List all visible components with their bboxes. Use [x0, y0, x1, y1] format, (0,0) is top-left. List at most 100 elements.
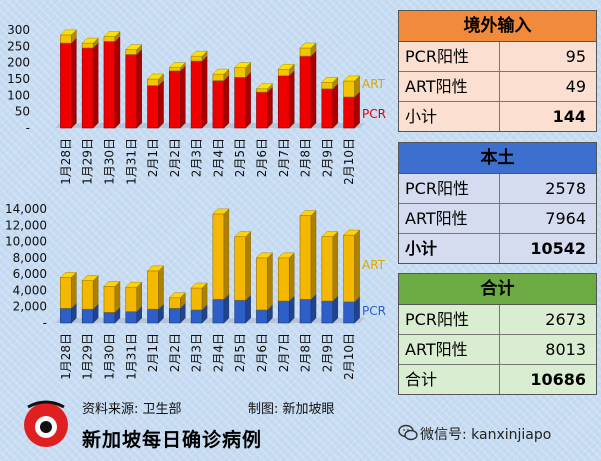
- x-category-label: 2月8日: [299, 138, 313, 177]
- bar-pcr-0: [60, 37, 77, 129]
- bar-pcr-2: [103, 35, 121, 129]
- bar-art-4: [147, 73, 165, 87]
- row-value: 2673: [545, 310, 586, 329]
- bar-art-12: [321, 231, 339, 302]
- y-tick-label: 10,000: [5, 235, 47, 249]
- x-category-label: 2月5日: [233, 333, 247, 372]
- overseas-table-title: 境外输入: [399, 11, 596, 42]
- x-category-label: 1月28日: [59, 333, 73, 380]
- row-value: 144: [552, 107, 586, 126]
- bar-pcr-5: [169, 65, 186, 129]
- bar-pcr-4: [147, 80, 164, 129]
- row-value: 8013: [545, 340, 586, 359]
- bar-art-7: [212, 68, 230, 82]
- x-category-label: 1月28日: [59, 138, 73, 185]
- series-label-pcr: PCR: [362, 107, 386, 121]
- bar-art-10: [277, 63, 295, 77]
- x-category-label: 2月1日: [146, 333, 160, 372]
- overseas-table: 境外输入 PCR阳性 95 ART阳性 49 小计 144: [398, 10, 597, 132]
- wechat-id: 微信号: kanxinjiapo: [420, 427, 552, 443]
- y-tick-label: -: [43, 316, 47, 330]
- y-tick-label: 50: [15, 105, 30, 119]
- x-category-label: 2月3日: [190, 333, 204, 372]
- x-category-label: 2月3日: [190, 138, 204, 177]
- top-stacked-bar-chart: 300 250 200 150 100 50 - 1月28日 1月29日 1月30日 1月31日 2月…: [7, 23, 386, 185]
- x-category-label: 2月1日: [146, 138, 160, 177]
- x-category-label: 1月30日: [102, 138, 116, 185]
- bar-pcr-8: [234, 294, 251, 324]
- table-row: ART阳性 8013: [399, 335, 596, 365]
- series-label-pcr: PCR: [362, 304, 386, 318]
- table-row: PCR阳性 2578: [399, 174, 596, 204]
- bar-art-4: [147, 265, 165, 310]
- x-category-label: 2月2日: [168, 333, 182, 372]
- y-tick-label: 300: [7, 23, 30, 37]
- bar-art-1: [81, 275, 99, 310]
- x-category-label: 1月31日: [124, 138, 138, 185]
- table-row: ART阳性 49: [399, 72, 596, 102]
- bar-art-5: [168, 62, 186, 72]
- x-category-label: 2月7日: [277, 333, 291, 372]
- x-category-label: 1月29日: [81, 138, 95, 185]
- series-label-art: ART: [362, 258, 386, 272]
- bar-pcr-12: [321, 83, 339, 129]
- total-table: 合计 PCR阳性 2673 ART阳性 8013 合计 10686: [398, 273, 597, 395]
- bar-art-6: [190, 50, 208, 62]
- chart-floor: [55, 318, 365, 323]
- y-tick-label: 14,000: [5, 202, 47, 216]
- y-tick-label: 8,000: [13, 251, 47, 265]
- x-category-label: 2月7日: [277, 138, 291, 177]
- bar-art-13: [343, 229, 361, 303]
- x-category-label: 2月4日: [211, 138, 225, 177]
- eye-logo-icon: [24, 400, 68, 447]
- bar-art-11: [299, 210, 317, 300]
- row-label: 合计: [399, 365, 500, 394]
- table-row: ART阳性 7964: [399, 204, 596, 234]
- maker-note: 制图: 新加坡眼: [248, 402, 335, 417]
- table-row: PCR阳性 2673: [399, 305, 596, 335]
- row-value: 7964: [545, 209, 586, 228]
- row-label: ART阳性: [399, 204, 500, 233]
- row-label: PCR阳性: [399, 305, 500, 334]
- x-category-label: 2月9日: [320, 333, 334, 372]
- y-tick-label: 6,000: [13, 267, 47, 281]
- row-value: 2578: [545, 179, 586, 198]
- row-label: ART阳性: [399, 335, 500, 364]
- bar-pcr-9: [256, 86, 273, 129]
- y-tick-label: 200: [7, 56, 30, 70]
- row-value: 95: [565, 47, 586, 66]
- bar-pcr-13: [343, 91, 360, 129]
- bar-pcr-8: [234, 71, 251, 129]
- bar-art-8: [234, 231, 252, 301]
- bar-art-7: [212, 208, 230, 300]
- x-category-label: 1月29日: [81, 333, 95, 380]
- bar-art-2: [103, 280, 121, 313]
- bar-art-2: [103, 31, 121, 42]
- bar-art-0: [59, 29, 77, 44]
- bar-art-9: [255, 83, 273, 93]
- bar-pcr-7: [212, 75, 230, 129]
- bar-art-3: [125, 44, 143, 55]
- bar-art-12: [321, 76, 339, 90]
- bottom-stacked-bar-chart: 14,00012,00010,0008,0006,0004,0002,000-1…: [5, 202, 386, 380]
- row-label: 小计: [399, 102, 500, 131]
- x-category-label: 2月10日: [342, 333, 356, 380]
- page-title: 新加坡每日确诊病例: [82, 429, 263, 451]
- x-category-label: 2月10日: [342, 138, 356, 185]
- series-label-art: ART: [362, 77, 386, 91]
- bar-pcr-12: [321, 295, 339, 324]
- y-tick-label: 100: [7, 88, 30, 102]
- row-value: 10542: [530, 239, 586, 258]
- bar-art-6: [190, 282, 208, 311]
- y-tick-label: -: [26, 121, 30, 135]
- table-row-subtotal: 小计 10542: [399, 234, 596, 263]
- source-note: 资料来源: 卫生部: [82, 402, 182, 417]
- local-table-title: 本土: [399, 143, 596, 174]
- bar-art-3: [125, 281, 143, 313]
- x-category-label: 1月31日: [124, 333, 138, 380]
- x-category-label: 2月2日: [168, 138, 182, 177]
- y-tick-label: 2,000: [13, 300, 47, 314]
- bar-art-8: [234, 62, 252, 78]
- x-category-label: 2月6日: [255, 138, 269, 177]
- bar-art-11: [299, 42, 317, 57]
